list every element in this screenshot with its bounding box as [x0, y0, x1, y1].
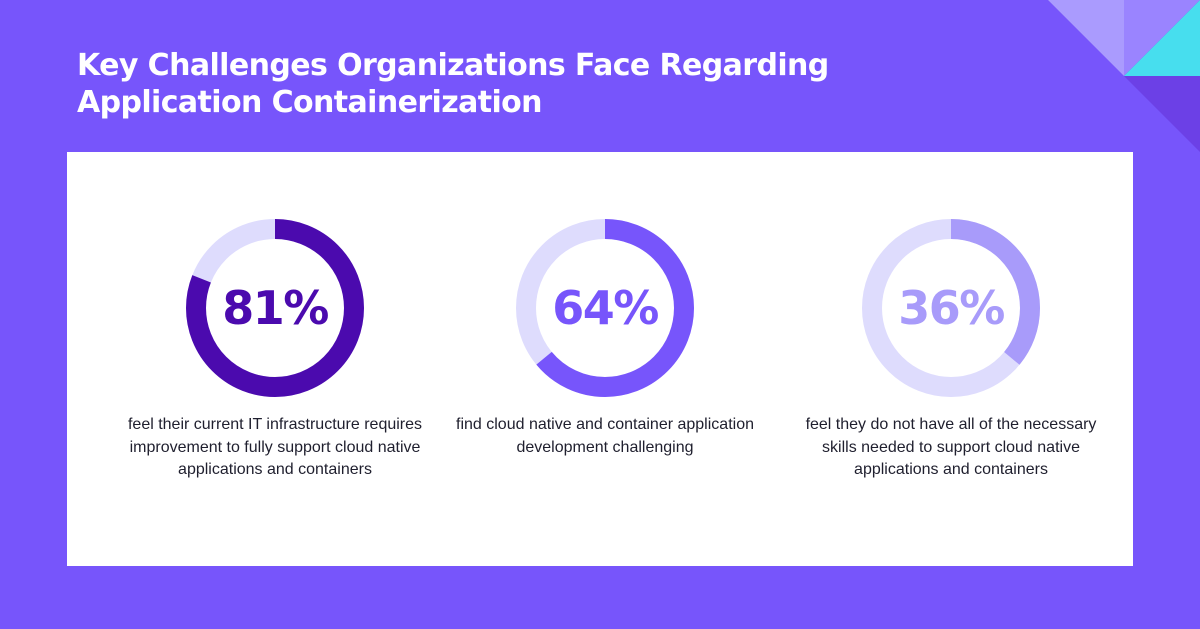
donut-arc: [516, 219, 694, 397]
donut-chart: 64%: [515, 218, 695, 398]
percentage-label: 64%: [552, 281, 659, 335]
stat-caption: feel they do not have all of the necessa…: [805, 416, 1097, 478]
percentage-label: 81%: [222, 281, 329, 335]
stat-64: 64% find cloud native and container appl…: [455, 152, 755, 566]
donut-chart: 36%: [861, 218, 1041, 398]
stats-card: 81% feel their current IT infrastructure…: [67, 152, 1133, 566]
page-title: Key Challenges Organizations Face Regard…: [77, 48, 829, 120]
stat-caption: feel their current IT infrastructure req…: [127, 416, 423, 478]
percentage-label: 36%: [898, 281, 1005, 335]
stat-81: 81% feel their current IT infrastructure…: [125, 152, 425, 566]
donut-arc: [862, 219, 1040, 397]
donut-arc: [186, 219, 364, 397]
stat-36: 36% feel they do not have all of the nec…: [801, 152, 1101, 566]
donut-chart: 81%: [185, 218, 365, 398]
stat-caption: find cloud native and container applicat…: [456, 416, 754, 456]
